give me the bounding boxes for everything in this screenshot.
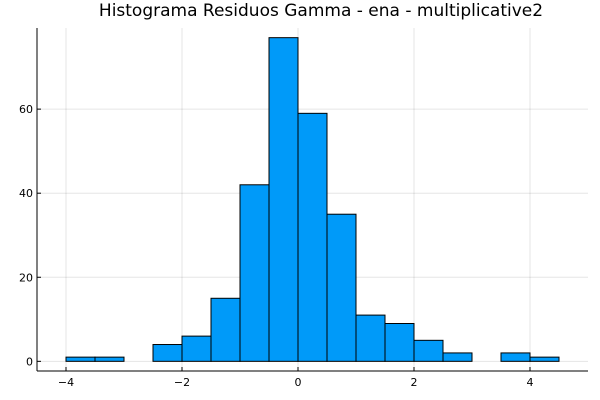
histogram-bar [384,323,415,362]
y-tick-label: 40 [19,187,33,200]
histogram-bar [268,37,299,362]
histogram-bar [500,352,531,362]
histogram-bar [181,335,212,362]
x-tick-label: −4 [58,376,74,389]
histogram-bar [355,314,386,362]
x-tick-label: −2 [174,376,190,389]
chart-title: Histograma Residuos Gamma - ena - multip… [99,1,543,21]
histogram-bar [529,356,560,362]
histogram-bar [442,352,473,362]
histogram-bar [94,356,125,362]
x-tick-label: 0 [295,376,302,389]
histogram-bar [326,213,357,362]
x-tick-label: 2 [411,376,418,389]
y-tick-label: 60 [19,103,33,116]
x-tick-label: 4 [527,376,534,389]
axes-layer [36,28,588,372]
y-tick-label: 0 [26,355,33,368]
histogram-bar [152,344,183,362]
histogram-bar [210,297,241,362]
bars-layer [65,37,560,362]
histogram-bar [239,184,270,362]
y-tick-label: 20 [19,271,33,284]
histogram-bar [413,339,444,362]
histogram-bar [297,112,328,362]
histogram-bar [65,356,96,362]
